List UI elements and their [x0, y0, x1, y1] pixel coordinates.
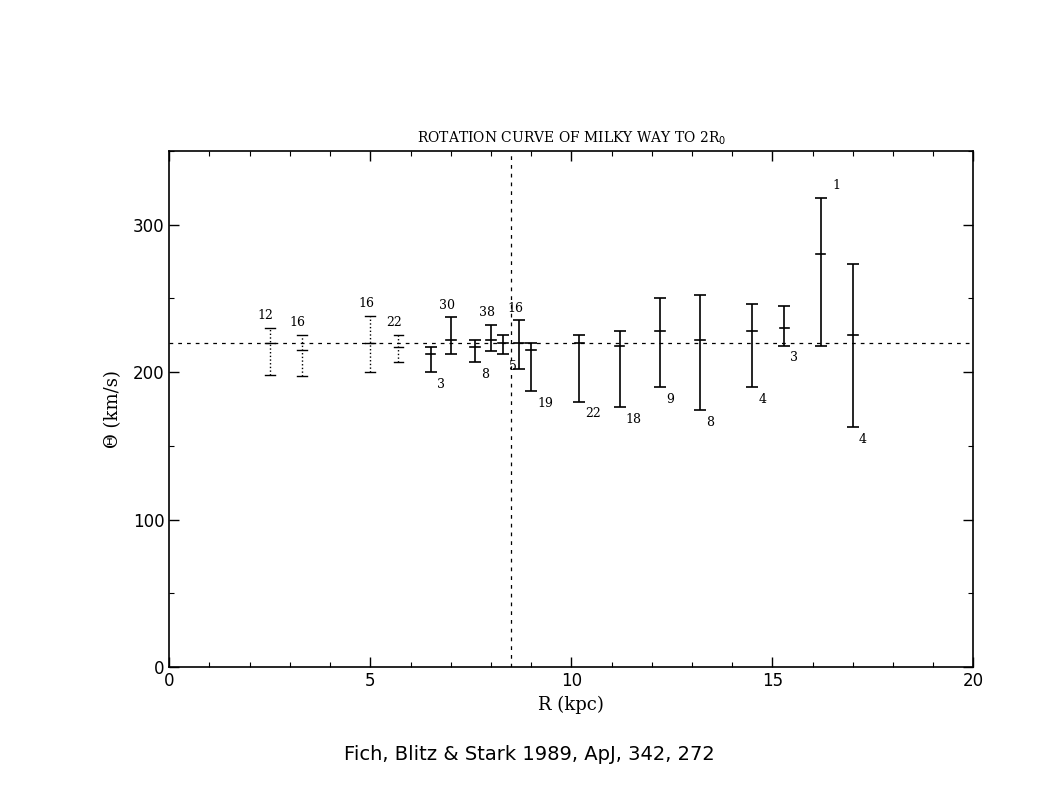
- Text: 4: 4: [859, 433, 867, 445]
- Text: 8: 8: [481, 368, 489, 380]
- Y-axis label: Θ (km/s): Θ (km/s): [104, 370, 122, 448]
- X-axis label: R (kpc): R (kpc): [539, 696, 604, 714]
- Text: 18: 18: [625, 414, 641, 426]
- Text: 16: 16: [290, 316, 306, 330]
- Text: 9: 9: [665, 393, 674, 406]
- Title: ROTATION CURVE OF MILKY WAY TO 2R$_0$: ROTATION CURVE OF MILKY WAY TO 2R$_0$: [417, 129, 726, 147]
- Text: 22: 22: [386, 316, 402, 330]
- Text: 22: 22: [585, 407, 601, 421]
- Text: 38: 38: [479, 306, 495, 319]
- Text: 1: 1: [833, 179, 841, 192]
- Text: 16: 16: [507, 302, 523, 314]
- Text: 16: 16: [359, 297, 375, 310]
- Text: 3: 3: [790, 352, 799, 364]
- Text: 12: 12: [258, 309, 274, 322]
- Text: 19: 19: [537, 397, 553, 410]
- Text: 5: 5: [509, 360, 517, 373]
- Text: Fich, Blitz & Stark 1989, ApJ, 342, 272: Fich, Blitz & Stark 1989, ApJ, 342, 272: [344, 745, 714, 764]
- Text: 4: 4: [759, 393, 766, 406]
- Text: 8: 8: [706, 416, 714, 430]
- Text: 30: 30: [439, 299, 455, 311]
- Text: 3: 3: [437, 378, 444, 391]
